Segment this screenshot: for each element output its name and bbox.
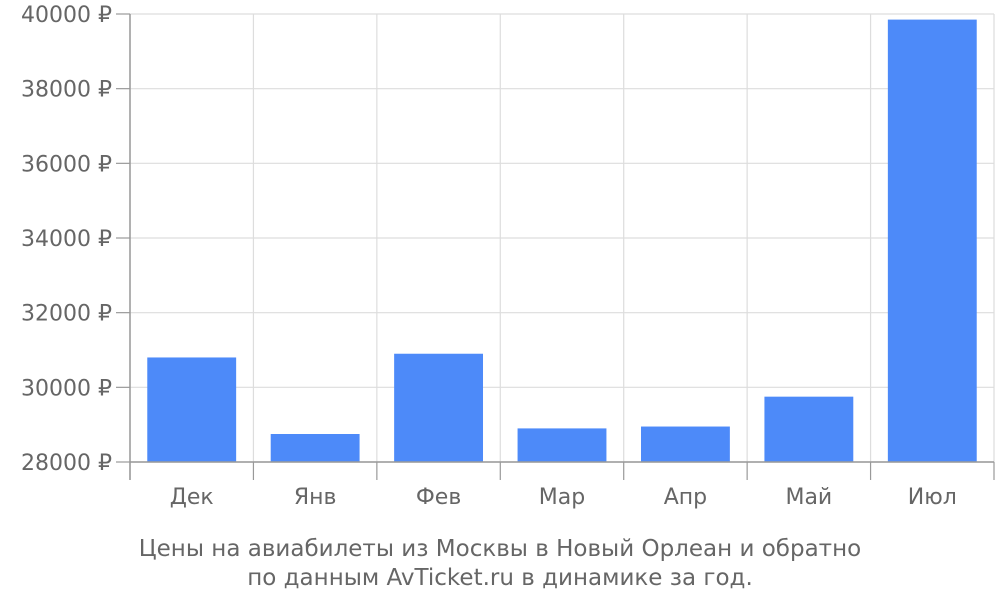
y-tick-label: 40000 ₽ (21, 3, 112, 28)
tick-labels: 28000 ₽ 30000 ₽ 32000 ₽ 34000 ₽ 36000 ₽ 38000… (21, 3, 957, 510)
bar-2 (270, 434, 360, 462)
bar-3 (394, 353, 484, 462)
bar-4 (517, 428, 607, 462)
bar-7 (887, 19, 977, 462)
bar-6 (764, 396, 854, 462)
y-tick-label: 28000 ₽ (21, 451, 112, 476)
bars (147, 19, 977, 462)
bar-1 (147, 357, 237, 462)
x-tick-label: Июл (908, 485, 957, 510)
x-tick-label: Фев (416, 485, 461, 510)
caption-line-2: по данным AvTicket.ru в динамике за год. (247, 565, 753, 591)
x-tick-label: Дек (170, 485, 214, 510)
x-tick-label: Мар (539, 485, 585, 510)
caption-line-1: Цены на авиабилеты из Москвы в Новый Орл… (139, 536, 861, 562)
y-tick-label: 32000 ₽ (21, 302, 112, 327)
x-tick-label: Янв (294, 485, 337, 510)
y-tick-label: 38000 ₽ (21, 78, 112, 103)
x-tick-label: Апр (664, 485, 707, 510)
axes (116, 13, 995, 480)
grid-lines (129, 13, 995, 463)
bar-5 (640, 426, 730, 462)
y-tick-label: 34000 ₽ (21, 227, 112, 252)
y-tick-label: 36000 ₽ (21, 152, 112, 177)
y-tick-label: 30000 ₽ (21, 376, 112, 401)
x-tick-label: Май (785, 485, 832, 510)
